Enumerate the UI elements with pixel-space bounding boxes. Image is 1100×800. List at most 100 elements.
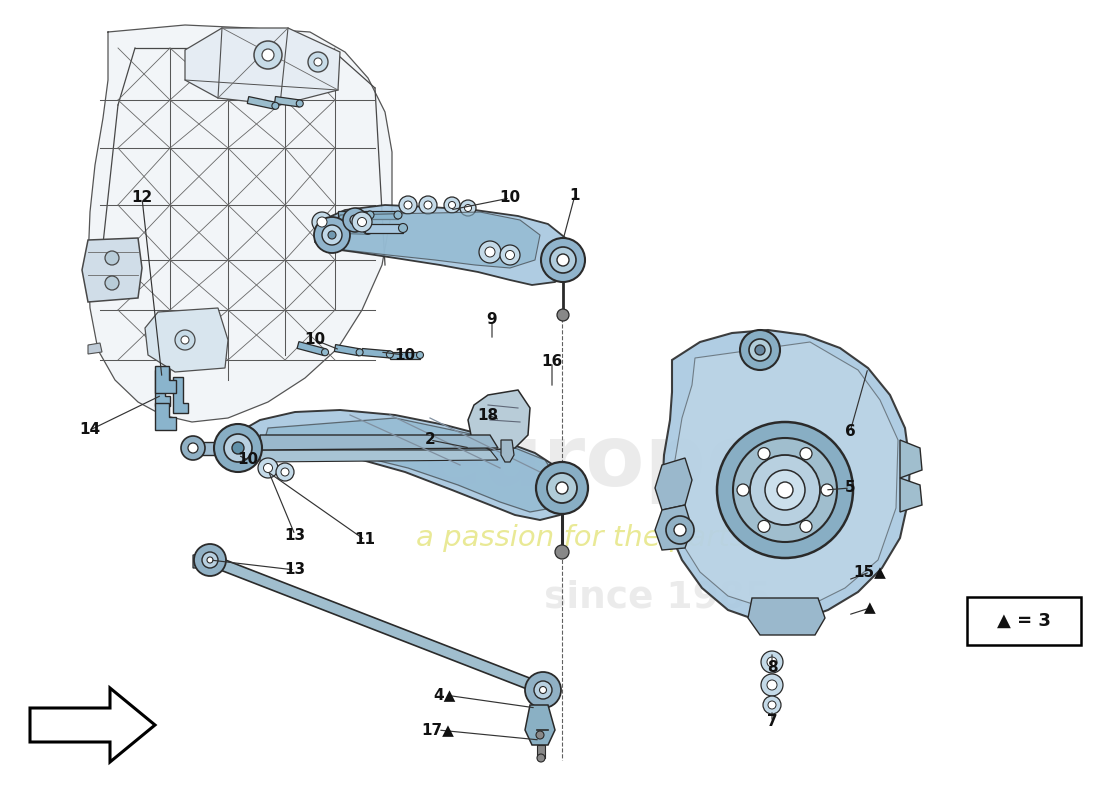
Circle shape bbox=[547, 473, 578, 503]
Circle shape bbox=[296, 100, 304, 107]
Circle shape bbox=[254, 41, 282, 69]
Polygon shape bbox=[662, 330, 910, 622]
FancyBboxPatch shape bbox=[967, 597, 1081, 645]
Text: ▲: ▲ bbox=[865, 601, 876, 615]
Circle shape bbox=[194, 544, 226, 576]
Circle shape bbox=[460, 200, 476, 216]
Circle shape bbox=[444, 197, 460, 213]
Circle shape bbox=[314, 58, 322, 66]
Polygon shape bbox=[195, 442, 238, 455]
Text: 10: 10 bbox=[499, 190, 520, 206]
Circle shape bbox=[182, 336, 189, 344]
Polygon shape bbox=[88, 343, 102, 354]
Polygon shape bbox=[260, 450, 498, 462]
Text: 5: 5 bbox=[845, 481, 856, 495]
Circle shape bbox=[800, 520, 812, 532]
Circle shape bbox=[104, 251, 119, 265]
Circle shape bbox=[399, 196, 417, 214]
Circle shape bbox=[758, 520, 770, 532]
Text: europes: europes bbox=[424, 421, 816, 503]
Circle shape bbox=[398, 223, 407, 233]
Circle shape bbox=[800, 448, 812, 460]
Circle shape bbox=[232, 442, 244, 454]
Circle shape bbox=[534, 681, 552, 699]
Circle shape bbox=[363, 224, 373, 234]
Circle shape bbox=[308, 52, 328, 72]
Text: 8: 8 bbox=[767, 661, 778, 675]
Polygon shape bbox=[30, 688, 155, 762]
Circle shape bbox=[424, 201, 432, 209]
Polygon shape bbox=[748, 598, 825, 635]
Polygon shape bbox=[390, 351, 420, 358]
Polygon shape bbox=[330, 223, 369, 234]
Circle shape bbox=[767, 657, 777, 667]
Text: ▲ = 3: ▲ = 3 bbox=[997, 612, 1050, 630]
Polygon shape bbox=[248, 97, 276, 110]
Polygon shape bbox=[315, 205, 572, 285]
Circle shape bbox=[557, 309, 569, 321]
Polygon shape bbox=[275, 97, 300, 107]
Circle shape bbox=[464, 205, 472, 211]
Circle shape bbox=[768, 701, 776, 709]
Circle shape bbox=[358, 218, 366, 226]
Text: 15▲: 15▲ bbox=[854, 565, 887, 579]
Text: 9: 9 bbox=[486, 313, 497, 327]
Circle shape bbox=[556, 545, 569, 559]
Circle shape bbox=[750, 455, 820, 525]
Polygon shape bbox=[155, 366, 176, 393]
Circle shape bbox=[202, 552, 218, 568]
Circle shape bbox=[449, 202, 455, 209]
Circle shape bbox=[175, 330, 195, 350]
Polygon shape bbox=[332, 212, 540, 268]
Polygon shape bbox=[368, 211, 398, 219]
Text: 1: 1 bbox=[570, 187, 581, 202]
Text: 2: 2 bbox=[425, 433, 436, 447]
Polygon shape bbox=[365, 223, 403, 233]
Circle shape bbox=[321, 349, 329, 356]
Circle shape bbox=[506, 250, 515, 259]
Polygon shape bbox=[82, 238, 142, 302]
Polygon shape bbox=[537, 745, 544, 758]
Text: since 1985: since 1985 bbox=[544, 580, 771, 616]
Circle shape bbox=[536, 462, 588, 514]
Polygon shape bbox=[500, 440, 514, 462]
Circle shape bbox=[317, 217, 327, 227]
Circle shape bbox=[733, 438, 837, 542]
Polygon shape bbox=[155, 403, 176, 430]
Polygon shape bbox=[192, 552, 212, 568]
Circle shape bbox=[717, 422, 852, 558]
Circle shape bbox=[758, 448, 770, 460]
Circle shape bbox=[322, 225, 342, 245]
Polygon shape bbox=[185, 28, 340, 105]
Circle shape bbox=[674, 524, 686, 536]
Circle shape bbox=[314, 217, 350, 253]
Polygon shape bbox=[155, 370, 170, 406]
Circle shape bbox=[539, 686, 547, 694]
Text: 13: 13 bbox=[285, 562, 306, 578]
Text: 10: 10 bbox=[238, 453, 258, 467]
Polygon shape bbox=[88, 25, 392, 422]
Circle shape bbox=[777, 482, 793, 498]
Text: 10: 10 bbox=[395, 347, 416, 362]
Text: 12: 12 bbox=[131, 190, 153, 206]
Circle shape bbox=[821, 484, 833, 496]
Text: 4▲: 4▲ bbox=[433, 687, 456, 702]
Polygon shape bbox=[173, 377, 188, 413]
Circle shape bbox=[557, 254, 569, 266]
Circle shape bbox=[356, 349, 363, 356]
Text: 18: 18 bbox=[477, 407, 498, 422]
Polygon shape bbox=[226, 410, 572, 520]
Circle shape bbox=[755, 345, 764, 355]
Text: 17▲: 17▲ bbox=[421, 722, 454, 738]
Circle shape bbox=[272, 102, 279, 110]
Text: 7: 7 bbox=[767, 714, 778, 730]
Circle shape bbox=[478, 241, 500, 263]
Polygon shape bbox=[297, 342, 326, 356]
Circle shape bbox=[262, 49, 274, 61]
Text: 6: 6 bbox=[845, 425, 856, 439]
Circle shape bbox=[328, 231, 336, 239]
Circle shape bbox=[417, 351, 424, 358]
Circle shape bbox=[394, 211, 402, 219]
Circle shape bbox=[258, 458, 278, 478]
Circle shape bbox=[343, 208, 367, 232]
